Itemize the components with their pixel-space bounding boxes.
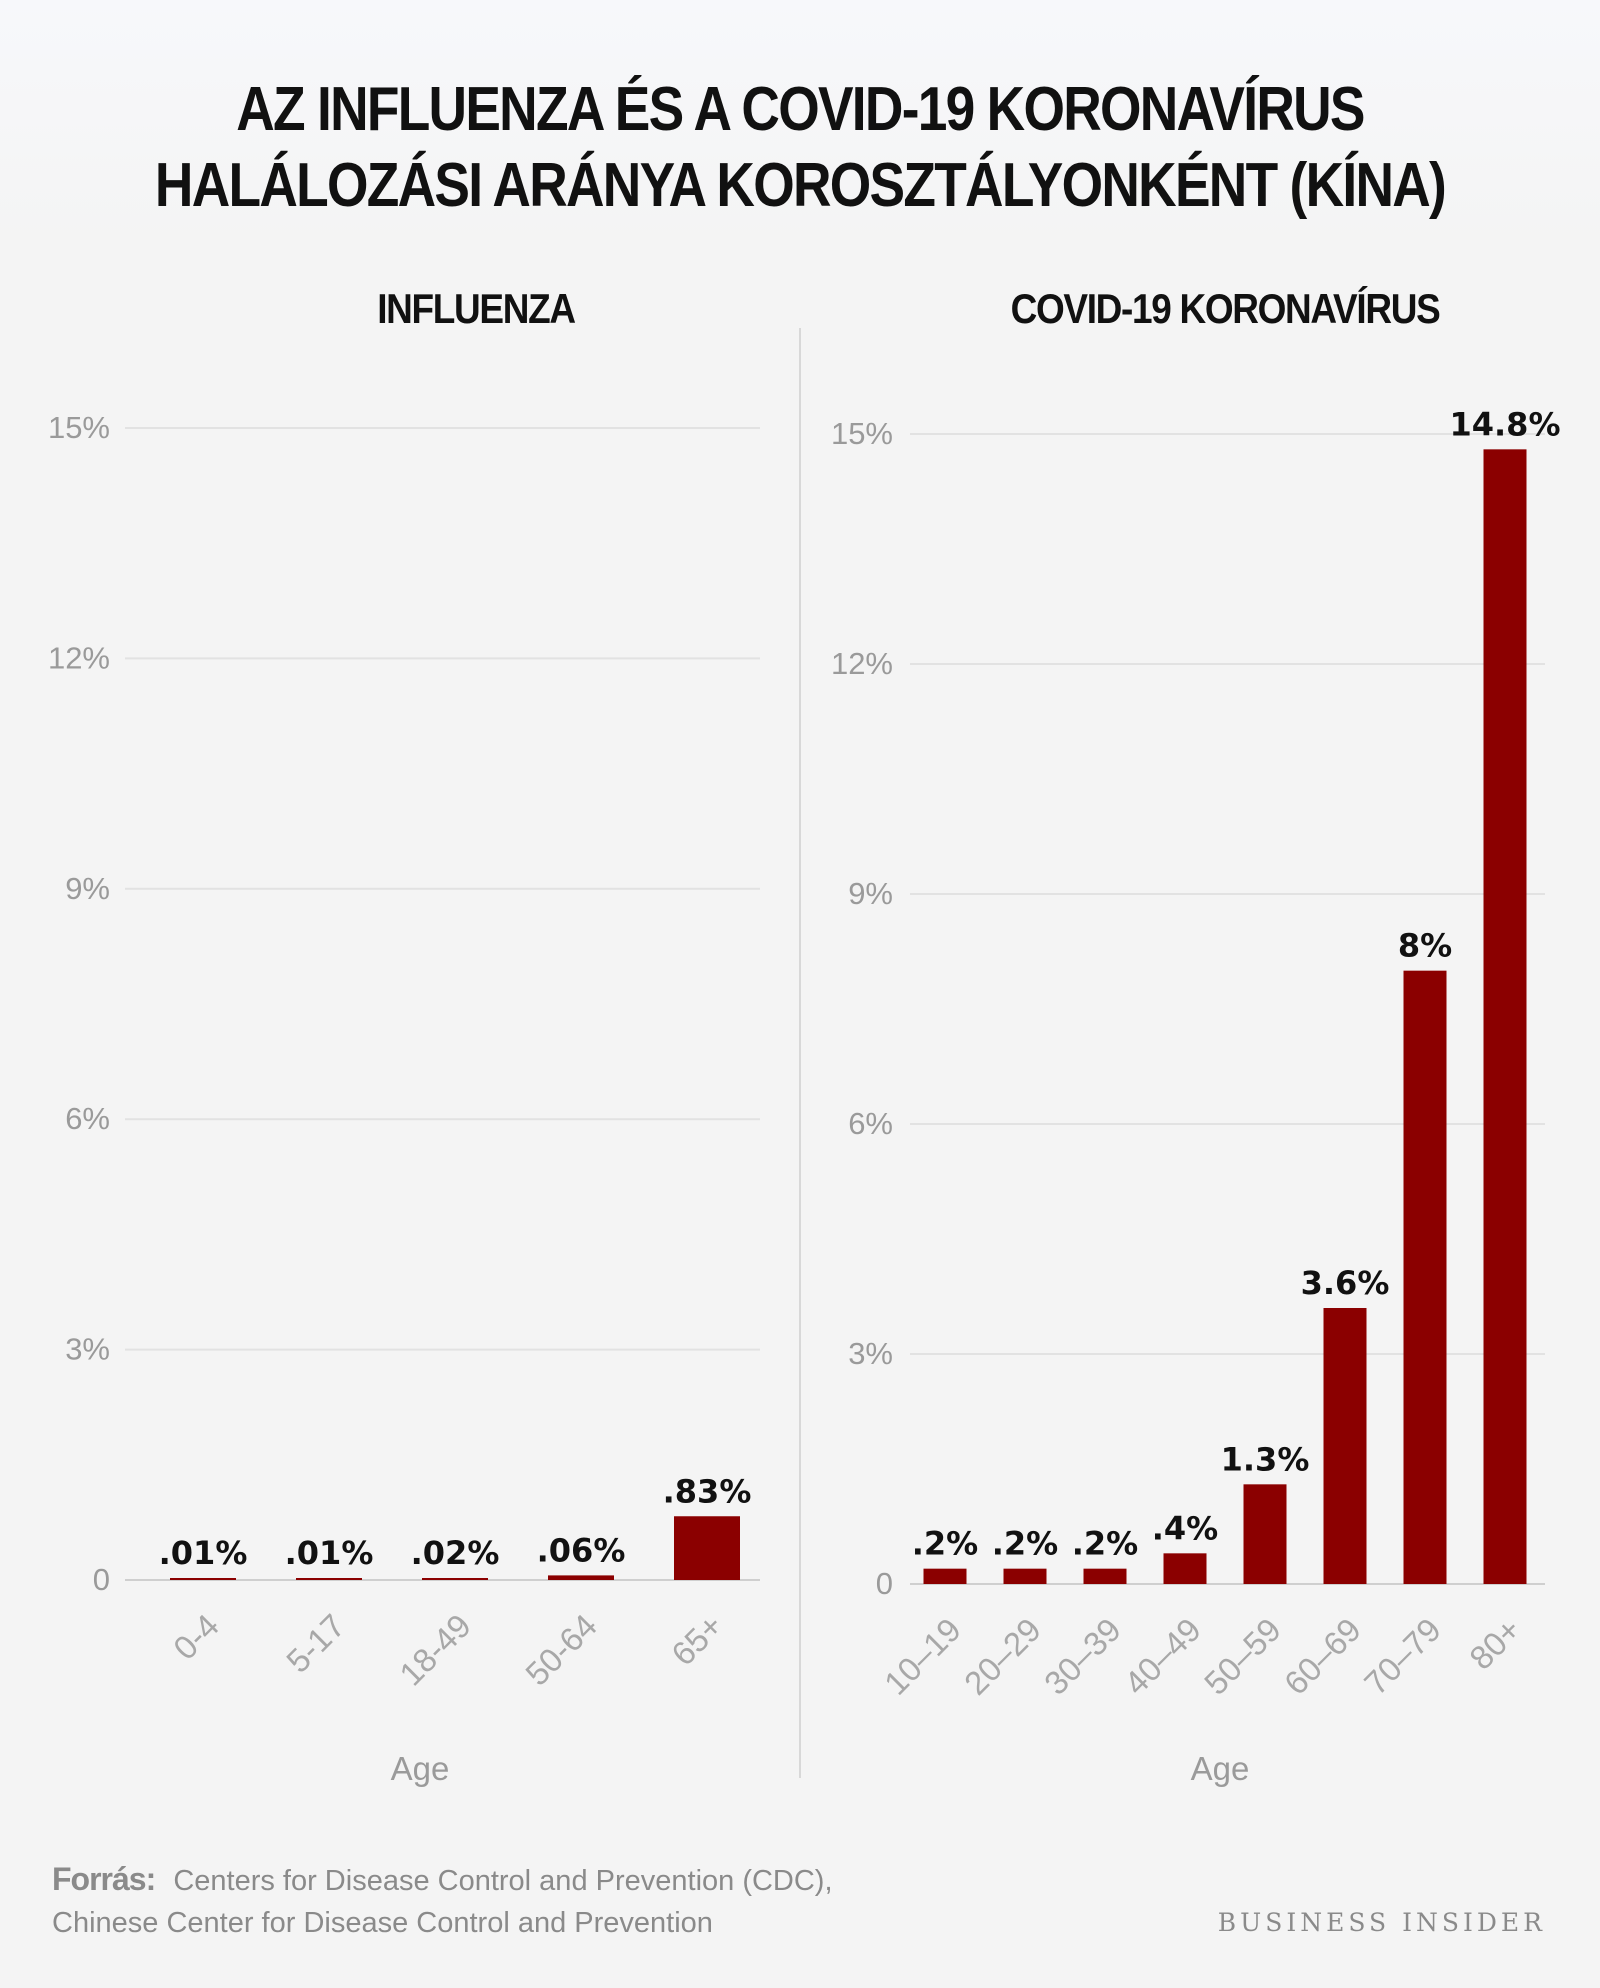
main-title: AZ INFLUENZA ÉS A COVID-19 KORONAVÍRUS H… — [154, 75, 1447, 220]
source-line-2: Chinese Center for Disease Control and P… — [52, 1907, 713, 1939]
influenza-y-tick-label: 12% — [48, 640, 110, 675]
influenza-y-tick-label: 6% — [65, 1101, 110, 1136]
covid-value-label: .4% — [1152, 1509, 1218, 1547]
covid-chart: 0 3% 6% 9% 12% 15% .2% 10–19 .2% 20–29 .2% 30–39 .4%… — [831, 405, 1561, 1787]
influenza-y-tick-label: 15% — [48, 410, 110, 445]
covid-bar — [1403, 970, 1447, 1584]
covid-bar — [923, 1568, 967, 1584]
covid-y-tick-label: 12% — [831, 646, 893, 681]
covid-category-label: 30–39 — [1037, 1611, 1128, 1702]
covid-category-label: 50–59 — [1197, 1611, 1288, 1702]
influenza-x-axis-title: Age — [391, 1750, 450, 1787]
covid-x-axis-title: Age — [1191, 1750, 1250, 1787]
influenza-value-label: .01% — [285, 1534, 374, 1572]
covid-y-tick-label: 6% — [848, 1106, 893, 1141]
covid-value-label: 8% — [1398, 927, 1452, 965]
covid-y-tick-label: 15% — [831, 416, 893, 451]
influenza-y-tick-label: 3% — [65, 1332, 110, 1367]
covid-bar — [1483, 449, 1527, 1584]
covid-value-label: 3.6% — [1301, 1264, 1390, 1302]
covid-bar — [1323, 1308, 1367, 1584]
covid-bar — [1083, 1568, 1127, 1584]
covid-y-tick-label: 9% — [848, 876, 893, 911]
covid-category-label: 10–19 — [877, 1611, 968, 1702]
influenza-value-label: .02% — [411, 1534, 500, 1572]
covid-category-label: 60–69 — [1277, 1611, 1368, 1702]
covid-bar — [1163, 1553, 1207, 1584]
influenza-bar — [422, 1578, 488, 1580]
influenza-chart: 03%6%9%12%15%.01%0-4.01%5-17.02%18-49.06… — [48, 410, 760, 1787]
covid-panel-title: COVID-19 KORONAVÍRUS — [1010, 285, 1441, 332]
influenza-value-label: .83% — [663, 1472, 752, 1510]
influenza-bar — [548, 1575, 614, 1580]
covid-value-label: .2% — [1072, 1525, 1138, 1563]
influenza-bar — [170, 1578, 236, 1580]
source-line-1: Centers for Disease Control and Preventi… — [173, 1865, 833, 1897]
covid-category-label: 80+ — [1462, 1611, 1528, 1677]
covid-category-label: 20–29 — [957, 1611, 1048, 1702]
covid-value-label: .2% — [992, 1525, 1058, 1563]
influenza-bar — [296, 1578, 362, 1580]
source-label: Forrás: — [52, 1861, 156, 1897]
brand-logo: BUSINESS INSIDER — [1217, 1908, 1546, 1937]
covid-bar — [1003, 1568, 1047, 1584]
covid-y-tick-label: 0 — [876, 1566, 893, 1601]
title-band — [0, 0, 1600, 250]
source-note: Forrás: Centers for Disease Control and … — [52, 1858, 1052, 1944]
covid-value-label: .2% — [912, 1525, 978, 1563]
covid-y-tick-label: 3% — [848, 1336, 893, 1371]
covid-value-label: 1.3% — [1221, 1440, 1310, 1478]
influenza-value-label: .06% — [537, 1531, 626, 1569]
covid-category-label: 70–79 — [1357, 1611, 1448, 1702]
influenza-value-label: .01% — [159, 1534, 248, 1572]
influenza-y-tick-label: 0 — [93, 1562, 110, 1597]
panel-divider — [799, 328, 801, 1778]
influenza-bar — [674, 1516, 740, 1580]
covid-category-label: 40–49 — [1117, 1611, 1208, 1702]
covid-bar — [1243, 1484, 1287, 1584]
influenza-panel-title: INFLUENZA — [377, 285, 576, 332]
influenza-y-tick-label: 9% — [65, 871, 110, 906]
covid-value-label: 14.8% — [1449, 405, 1560, 443]
